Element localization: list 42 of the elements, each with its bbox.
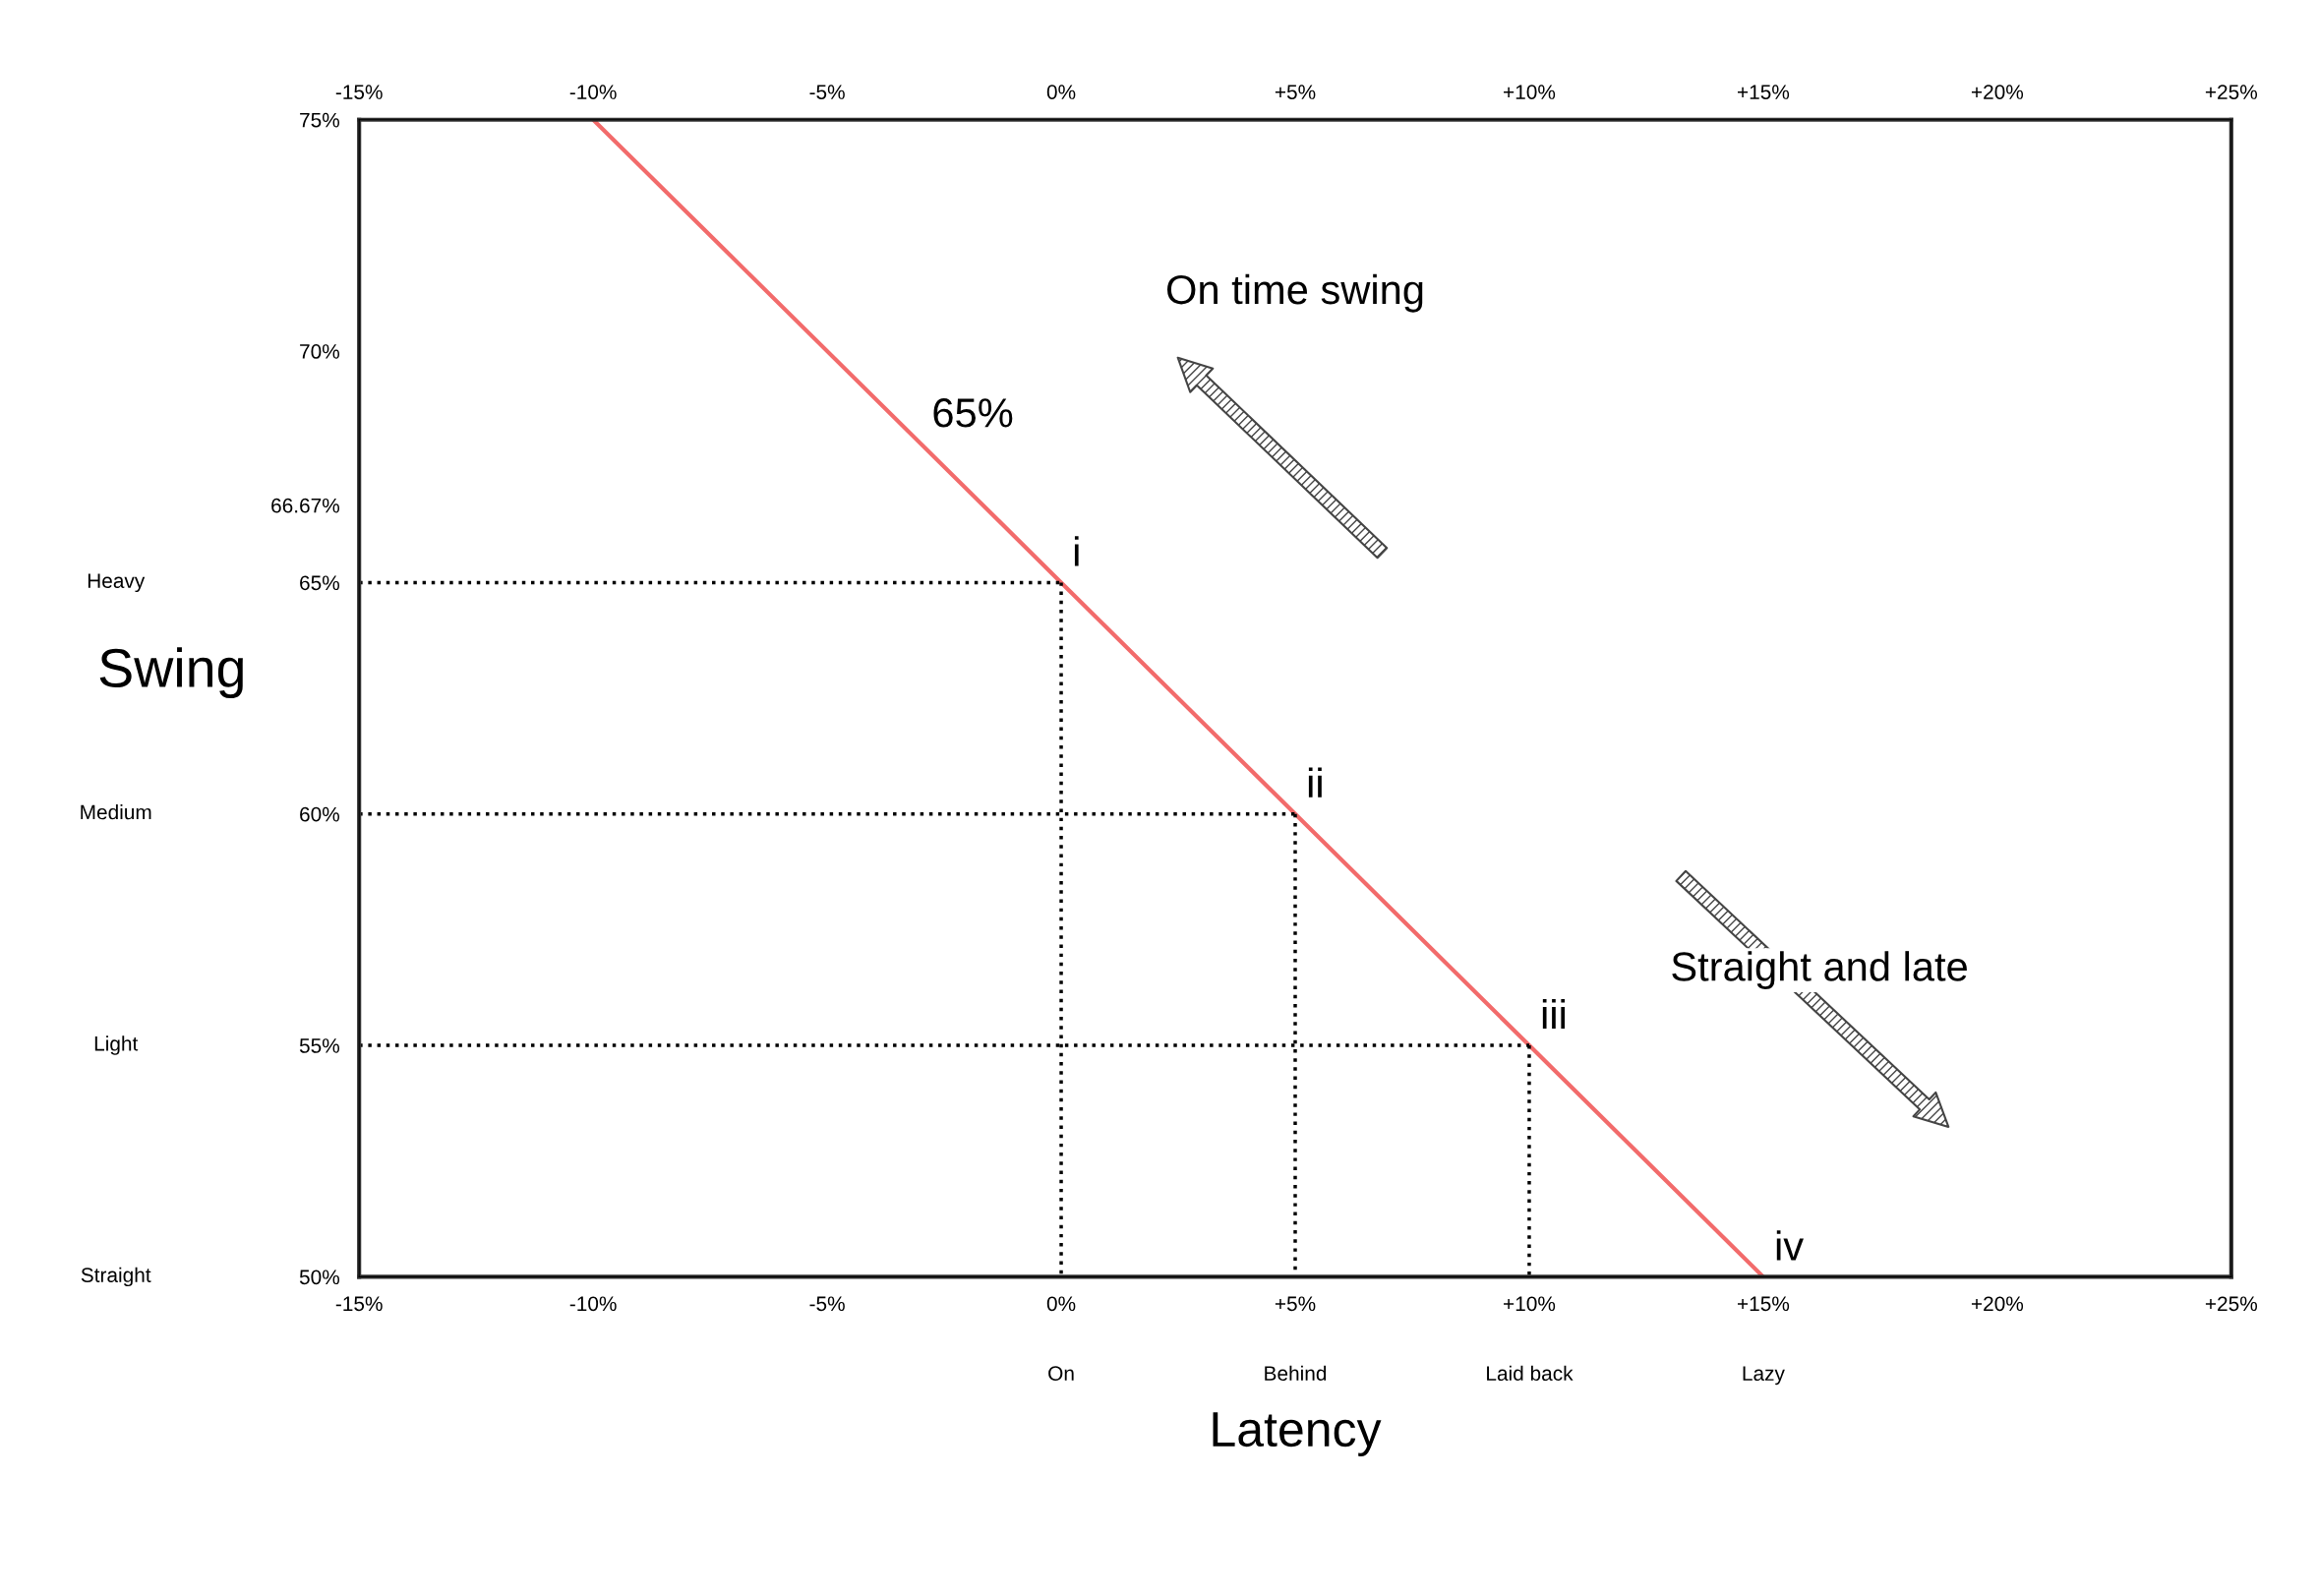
annotation: Straight and late <box>1672 951 1967 989</box>
x2-tick-label: -5% <box>809 85 845 99</box>
x2-tick-label: +25% <box>2205 85 2258 99</box>
text: Straight <box>81 1267 151 1287</box>
x-tick-label: +10% <box>1504 1296 1556 1312</box>
text: On <box>1048 1366 1074 1382</box>
annotation: iii <box>1542 998 1566 1030</box>
annotation: iv <box>1776 1230 1804 1261</box>
text: Laid back <box>1487 1365 1574 1382</box>
x-tick-label: -5% <box>809 1296 845 1312</box>
x2-tick-label: 0% <box>1046 85 1076 99</box>
x2-tick-label: -10% <box>569 85 617 99</box>
y-tick-label: 70% <box>300 344 339 359</box>
x2-tick-label: +10% <box>1504 85 1556 99</box>
x2-tick-label: +5% <box>1275 85 1316 99</box>
annotation: ii <box>1308 767 1322 798</box>
text: Behind <box>1265 1365 1327 1382</box>
annotation: 65% <box>933 398 1013 428</box>
annotation: i <box>1074 536 1079 566</box>
x-tick-label: +15% <box>1738 1296 1790 1312</box>
text: Heavy <box>88 573 146 593</box>
x2-tick-label: -15% <box>335 85 383 99</box>
y-tick-label: 65% <box>300 575 339 591</box>
annotation: On time swing <box>1166 273 1423 313</box>
y-tick-label: 55% <box>299 1038 339 1053</box>
x-tick-label: -10% <box>569 1296 617 1312</box>
y-tick-label: 66.67% <box>271 498 339 513</box>
x-axis-title: Latency <box>1213 1412 1382 1457</box>
y-tick-label: 75% <box>300 112 339 128</box>
x2-tick-label: +20% <box>1971 85 2024 99</box>
text: Light <box>94 1035 139 1055</box>
y-axis-title: Swing <box>99 647 243 699</box>
y-tick-label: 50% <box>299 1270 339 1285</box>
text: Medium <box>81 804 151 820</box>
x-tick-label: +5% <box>1275 1296 1316 1312</box>
x2-tick-label: +15% <box>1738 85 1790 99</box>
text: Lazy <box>1743 1366 1785 1386</box>
x-tick-label: +20% <box>1971 1296 2024 1312</box>
x-tick-label: +25% <box>2205 1296 2258 1312</box>
x-tick-label: -15% <box>335 1296 383 1312</box>
y-tick-label: 60% <box>300 806 339 822</box>
x-tick-label: 0% <box>1046 1296 1076 1312</box>
